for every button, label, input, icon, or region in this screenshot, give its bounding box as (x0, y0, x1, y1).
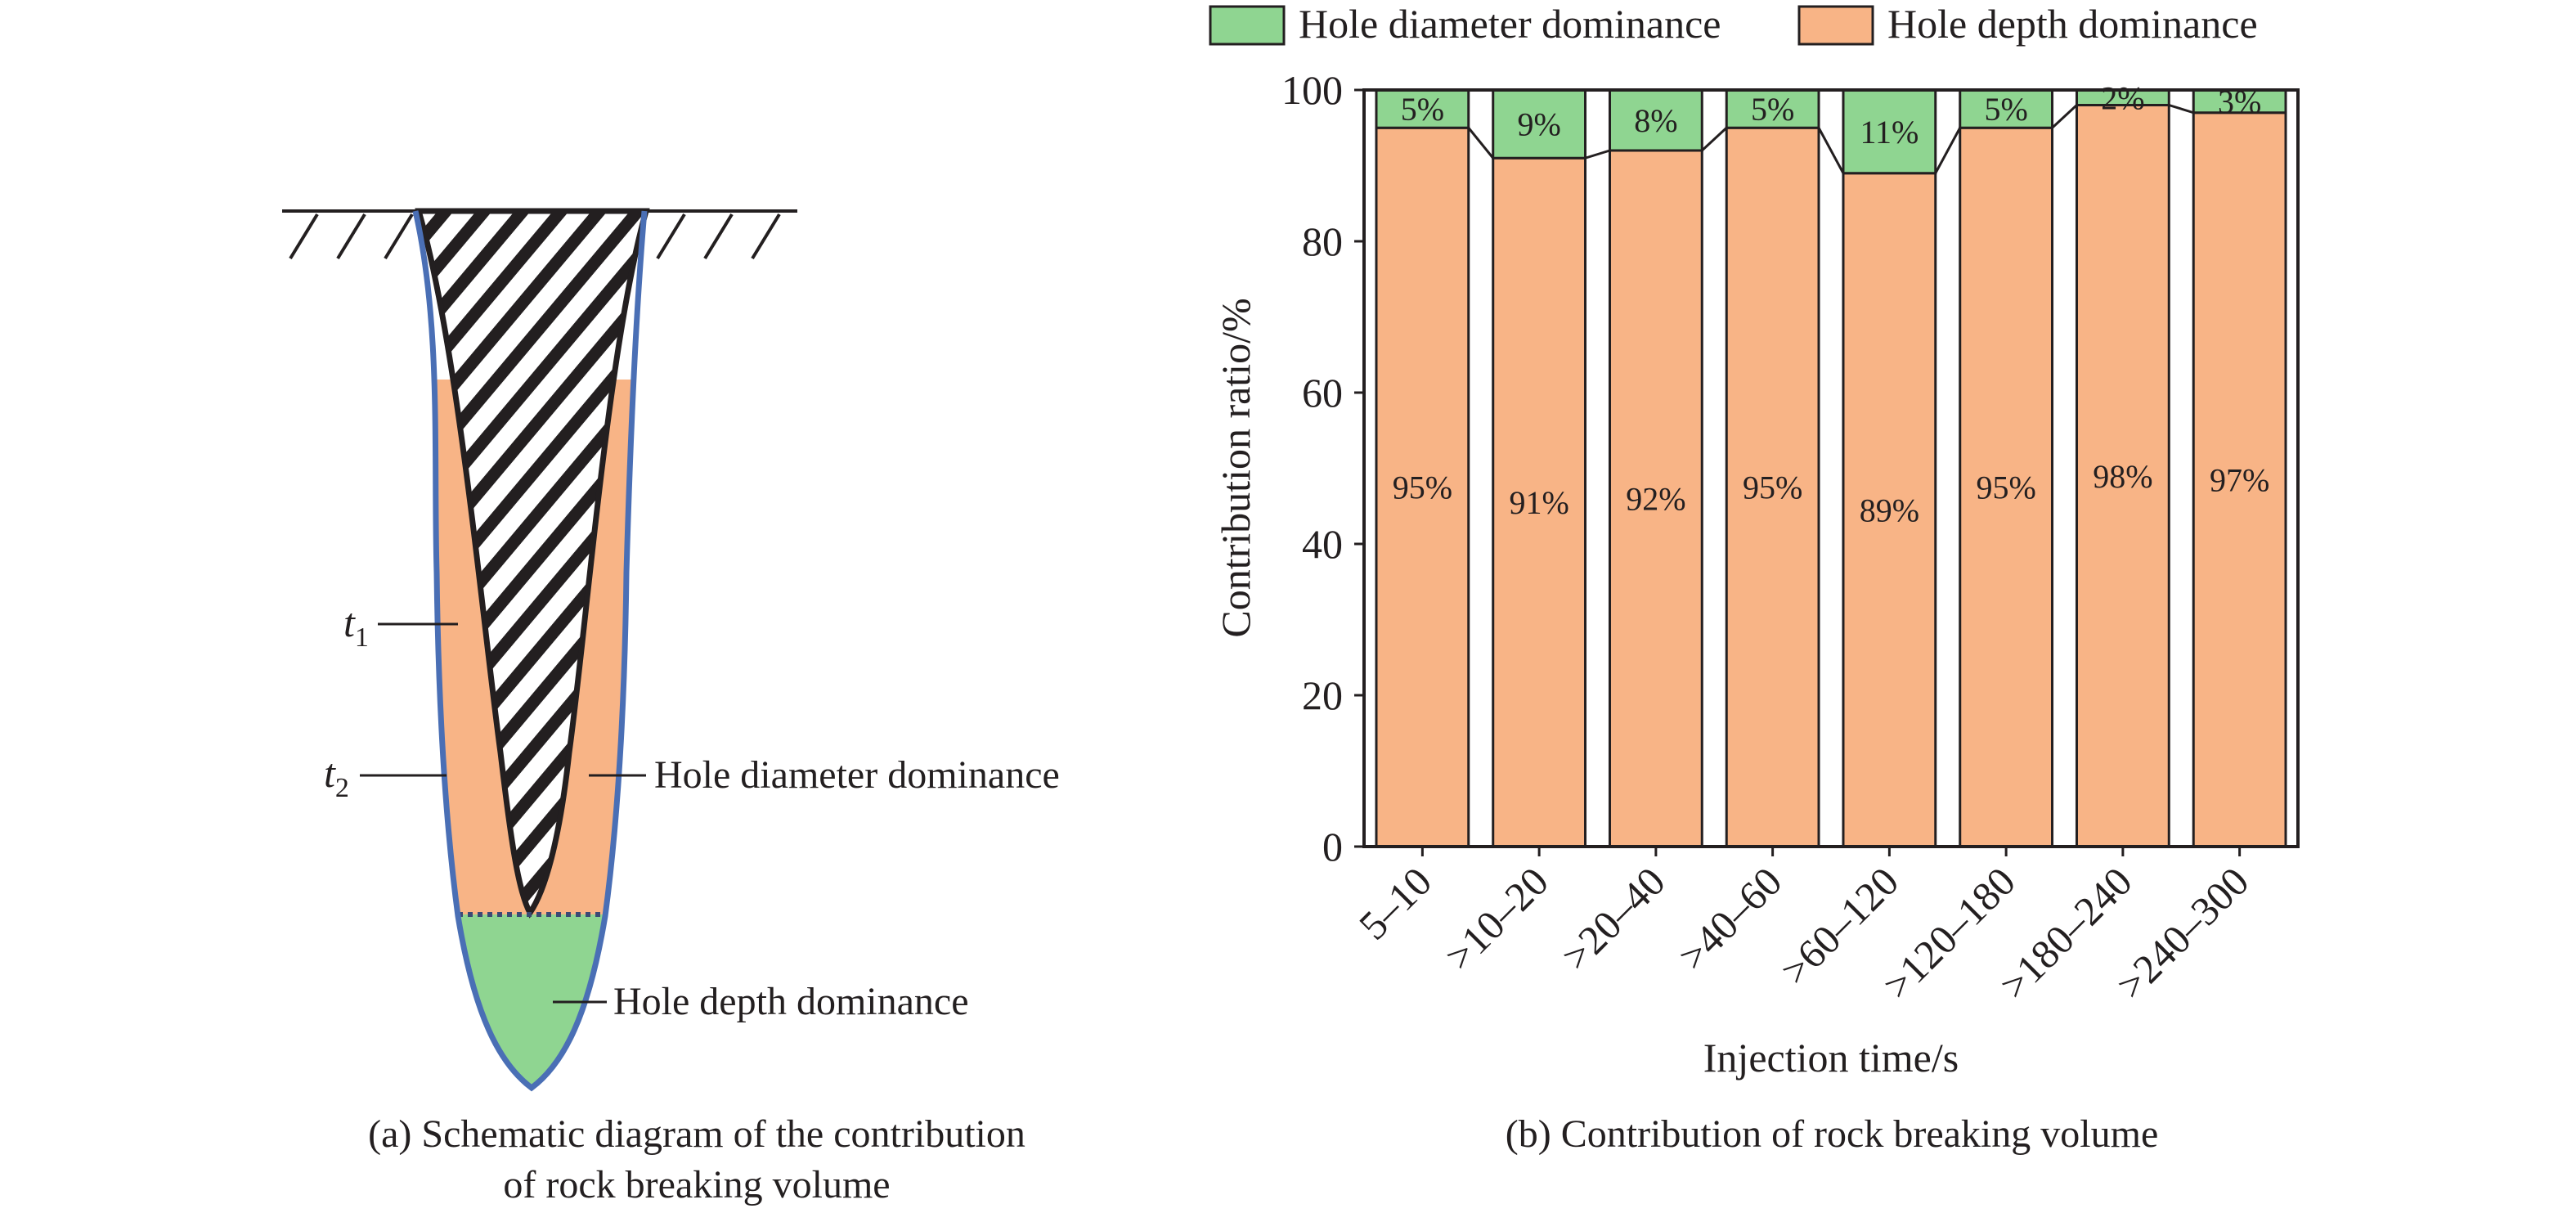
x-axis-ticks: 5–10>10–20>20–40>40–60>60–120>120–180>18… (1350, 847, 2257, 1008)
bar-label-depth: 95% (1976, 469, 2035, 506)
stack-connector (1585, 149, 1610, 159)
plot-frame (1362, 88, 2300, 848)
y-tick-label: 0 (1322, 824, 1343, 869)
bar-segment-depth (1608, 149, 1703, 848)
stack-connector (1701, 127, 1728, 152)
legend-swatch (1797, 5, 1874, 46)
label-hole-depth-dominance: Hole depth dominance (613, 980, 969, 1023)
bar-label-diameter: 2% (2101, 79, 2144, 116)
caption-a-line2: of rock breaking volume (503, 1163, 891, 1206)
caption-panel-a: (a) Schematic diagram of the contributio… (304, 1109, 1089, 1211)
label-t1-subscript: 1 (355, 622, 369, 653)
x-tick-label: 5–10 (1350, 858, 1440, 948)
ground-hatch-marks (289, 213, 781, 260)
bar-label-diameter: 11% (1860, 114, 1919, 151)
bar-label-depth: 98% (2093, 458, 2152, 495)
y-tick-label: 80 (1302, 218, 1343, 264)
label-t1: t1 (343, 600, 369, 653)
x-axis-title: Injection time/s (1703, 1035, 1959, 1080)
stack-connector (1817, 127, 1845, 174)
stack-connector (2168, 104, 2194, 115)
bar-label-diameter: 5% (1984, 91, 2027, 128)
y-tick-label: 20 (1302, 672, 1343, 718)
label-t2-subscript: 2 (335, 773, 349, 803)
stack-connector (1934, 127, 1962, 174)
bar-label-depth: 92% (1626, 481, 1685, 518)
bar-segment-diameter (1842, 88, 1937, 175)
bar-segment-depth (1842, 172, 1937, 848)
bar-label-depth: 97% (2210, 461, 2269, 498)
bar-label-diameter: 8% (1634, 102, 1677, 139)
legend-swatch (1209, 5, 1286, 46)
stack-connector-lines (1467, 104, 2194, 174)
x-tick-label: >10–20 (1436, 858, 1557, 979)
bar-segment-diameter (1375, 88, 1470, 129)
label-hole-diameter-dominance: Hole diameter dominance (654, 753, 1060, 797)
bar-label-depth: 91% (1509, 484, 1568, 521)
schematic-diagram: t1 t2 Hole diameter dominance Hole depth… (282, 208, 1060, 1092)
label-t2: t2 (324, 750, 349, 803)
bar-segment-depth (1725, 126, 1820, 848)
bar-label-depth: 95% (1743, 469, 1802, 506)
legend: Hole diameter dominance Hole depth domina… (1209, 1, 2258, 47)
legend-label: Hole diameter dominance (1299, 1, 1721, 47)
x-tick-label: >20–40 (1553, 858, 1674, 979)
bar-label-diameter: 9% (1517, 106, 1560, 143)
caption-a-line1: (a) Schematic diagram of the contributio… (368, 1112, 1025, 1156)
legend-label: Hole depth dominance (1887, 1, 2258, 47)
bar-label-depth: 95% (1393, 469, 1452, 506)
bar-label-depth: 89% (1860, 492, 1919, 528)
bar-label-diameter: 5% (1401, 91, 1444, 128)
y-axis-ticks: 0 20 40 60 80 100 (1281, 67, 1364, 869)
y-axis-title: Contribution ratio/% (1213, 298, 1259, 637)
stacked-bar-chart: Hole diameter dominance Hole depth domina… (1209, 1, 2300, 1080)
bar-segment-diameter (1608, 88, 1703, 152)
bar-segment-diameter (2192, 88, 2287, 115)
bar-segment-diameter (1725, 88, 1820, 129)
stack-connector (1467, 127, 1494, 159)
y-tick-label: 60 (1302, 370, 1343, 416)
hole-outline-t2 (412, 210, 648, 1092)
caption-panel-b: (b) Contribution of rock breaking volume (1505, 1112, 2159, 1156)
stack-connector (2051, 104, 2078, 129)
bar-label-diameter: 5% (1751, 91, 1794, 128)
bars-group (1375, 88, 2287, 848)
y-tick-label: 100 (1281, 67, 1343, 113)
y-tick-label: 40 (1302, 521, 1343, 567)
bar-segment-depth (1375, 126, 1470, 848)
bar-value-labels: 95%5%91%9%92%8%95%5%89%11%95%5%98%2%97%3… (1393, 79, 2270, 528)
